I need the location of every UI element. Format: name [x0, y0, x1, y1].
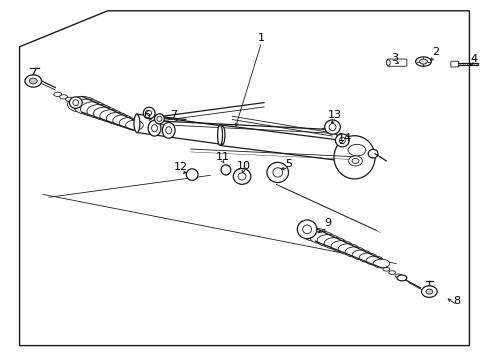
Text: 7: 7	[170, 110, 177, 120]
Circle shape	[421, 286, 436, 297]
Text: 12: 12	[174, 162, 187, 172]
Text: 14: 14	[337, 132, 351, 143]
FancyBboxPatch shape	[450, 61, 458, 67]
Ellipse shape	[358, 253, 377, 262]
Ellipse shape	[303, 228, 327, 241]
Ellipse shape	[73, 100, 79, 105]
Ellipse shape	[162, 122, 175, 138]
Ellipse shape	[87, 104, 112, 118]
Ellipse shape	[146, 111, 151, 116]
Text: 8: 8	[453, 296, 460, 306]
Ellipse shape	[347, 144, 365, 156]
Ellipse shape	[113, 115, 133, 126]
Ellipse shape	[297, 220, 316, 239]
Ellipse shape	[143, 107, 155, 119]
Text: 10: 10	[236, 161, 250, 171]
Text: 11: 11	[215, 152, 229, 162]
Ellipse shape	[324, 238, 346, 249]
Ellipse shape	[93, 107, 117, 120]
Ellipse shape	[272, 168, 282, 177]
Ellipse shape	[324, 120, 340, 134]
Ellipse shape	[345, 247, 364, 257]
Ellipse shape	[60, 95, 67, 99]
Ellipse shape	[54, 92, 61, 96]
Ellipse shape	[74, 99, 102, 114]
Text: 5: 5	[285, 159, 291, 169]
Ellipse shape	[69, 97, 82, 108]
Ellipse shape	[266, 162, 288, 183]
Ellipse shape	[330, 240, 352, 252]
Ellipse shape	[367, 149, 377, 158]
Ellipse shape	[106, 112, 127, 124]
Ellipse shape	[233, 168, 250, 184]
Ellipse shape	[221, 165, 230, 175]
Ellipse shape	[317, 234, 339, 247]
Ellipse shape	[333, 136, 374, 179]
Ellipse shape	[348, 156, 362, 166]
Ellipse shape	[388, 271, 395, 274]
Ellipse shape	[419, 59, 427, 64]
Ellipse shape	[238, 173, 245, 180]
Ellipse shape	[165, 127, 171, 134]
Ellipse shape	[302, 225, 311, 234]
Ellipse shape	[148, 120, 161, 136]
Ellipse shape	[372, 259, 389, 268]
Ellipse shape	[337, 244, 358, 255]
Ellipse shape	[134, 114, 140, 132]
Text: 2: 2	[431, 47, 438, 57]
Circle shape	[29, 78, 37, 84]
Ellipse shape	[366, 256, 383, 265]
Ellipse shape	[80, 102, 107, 116]
Ellipse shape	[382, 267, 389, 271]
Ellipse shape	[339, 137, 345, 144]
Ellipse shape	[125, 120, 143, 130]
Circle shape	[25, 75, 41, 87]
Ellipse shape	[328, 123, 335, 131]
Ellipse shape	[67, 96, 97, 112]
Text: 6: 6	[143, 110, 150, 120]
Ellipse shape	[351, 250, 370, 260]
Circle shape	[425, 289, 432, 294]
Text: 13: 13	[327, 110, 341, 120]
Ellipse shape	[394, 274, 401, 278]
Ellipse shape	[386, 60, 389, 66]
Ellipse shape	[396, 275, 406, 281]
Ellipse shape	[119, 118, 138, 128]
Text: 1: 1	[258, 33, 264, 43]
Ellipse shape	[309, 231, 333, 244]
Text: 3: 3	[391, 53, 398, 63]
Text: 4: 4	[470, 54, 477, 64]
Ellipse shape	[186, 169, 198, 180]
Ellipse shape	[220, 126, 224, 144]
Ellipse shape	[335, 134, 348, 147]
Text: 9: 9	[324, 218, 330, 228]
Ellipse shape	[65, 97, 73, 102]
Ellipse shape	[157, 116, 162, 121]
Ellipse shape	[217, 125, 222, 145]
Ellipse shape	[154, 114, 164, 124]
Ellipse shape	[415, 57, 430, 66]
Ellipse shape	[351, 158, 358, 163]
FancyBboxPatch shape	[386, 59, 406, 66]
Ellipse shape	[100, 110, 122, 122]
Ellipse shape	[151, 125, 157, 132]
